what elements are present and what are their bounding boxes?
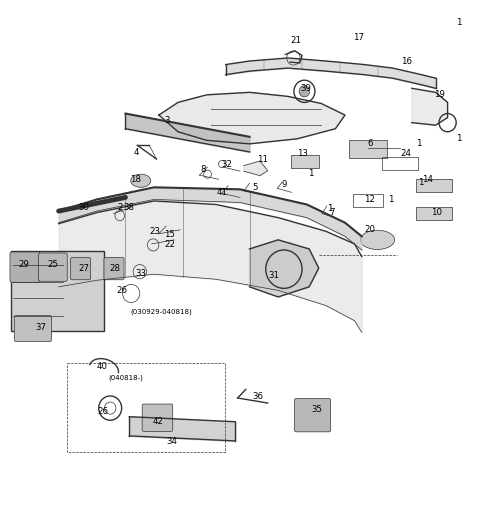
FancyBboxPatch shape	[104, 258, 124, 280]
FancyBboxPatch shape	[416, 207, 452, 219]
Text: 36: 36	[252, 392, 264, 401]
FancyBboxPatch shape	[10, 252, 40, 282]
Text: 11: 11	[257, 154, 268, 164]
Text: 7: 7	[329, 208, 335, 217]
Polygon shape	[250, 240, 319, 297]
Text: 37: 37	[35, 323, 46, 332]
Text: 26: 26	[97, 407, 108, 416]
Text: 1: 1	[308, 169, 313, 178]
Text: 23: 23	[150, 227, 160, 236]
Text: 16: 16	[401, 56, 411, 66]
Ellipse shape	[360, 230, 395, 249]
Text: 1: 1	[387, 195, 393, 204]
FancyBboxPatch shape	[71, 258, 91, 280]
Text: 42: 42	[153, 417, 163, 426]
FancyBboxPatch shape	[38, 253, 67, 281]
Text: 38: 38	[124, 203, 135, 212]
FancyBboxPatch shape	[416, 179, 452, 192]
Text: (040818-): (040818-)	[109, 374, 144, 381]
Text: 1: 1	[418, 178, 423, 187]
Text: 26: 26	[116, 286, 127, 295]
Text: 31: 31	[269, 271, 280, 280]
Text: 33: 33	[135, 269, 146, 278]
Text: 6: 6	[367, 139, 372, 148]
Text: 10: 10	[431, 208, 442, 217]
Text: 21: 21	[291, 36, 302, 45]
Text: 24: 24	[401, 149, 411, 158]
Text: 13: 13	[298, 149, 309, 158]
Text: 34: 34	[167, 437, 178, 447]
Text: 1: 1	[416, 139, 422, 148]
Polygon shape	[11, 251, 104, 331]
FancyBboxPatch shape	[290, 155, 319, 168]
Ellipse shape	[131, 174, 151, 187]
Text: 32: 32	[221, 160, 232, 169]
Text: 8: 8	[200, 165, 205, 174]
Text: 1: 1	[456, 134, 461, 143]
Text: 25: 25	[48, 260, 59, 269]
Text: 12: 12	[364, 195, 375, 204]
Text: 28: 28	[109, 264, 120, 273]
Circle shape	[299, 86, 310, 97]
Text: 2: 2	[117, 203, 122, 212]
Text: 3: 3	[165, 116, 170, 124]
Polygon shape	[244, 161, 268, 176]
FancyBboxPatch shape	[14, 315, 51, 341]
Polygon shape	[412, 88, 447, 125]
Text: 30: 30	[78, 203, 89, 212]
Polygon shape	[159, 92, 345, 144]
FancyBboxPatch shape	[142, 404, 173, 431]
Text: 29: 29	[19, 260, 30, 269]
Text: 17: 17	[353, 33, 364, 42]
Text: 14: 14	[421, 175, 432, 184]
FancyBboxPatch shape	[349, 140, 386, 157]
Text: 1: 1	[456, 18, 461, 27]
Text: 9: 9	[281, 180, 287, 189]
Text: 35: 35	[312, 405, 323, 414]
Text: 20: 20	[364, 225, 375, 234]
Text: 5: 5	[252, 183, 258, 192]
FancyBboxPatch shape	[294, 398, 331, 432]
Text: 39: 39	[300, 84, 312, 93]
Text: (030929-040818): (030929-040818)	[130, 309, 192, 315]
Text: 22: 22	[164, 240, 175, 249]
Text: 15: 15	[164, 230, 175, 239]
Text: 27: 27	[78, 264, 89, 273]
Text: 1: 1	[327, 204, 333, 213]
Text: 41: 41	[216, 188, 228, 197]
Text: 4: 4	[133, 148, 139, 157]
Text: 19: 19	[434, 90, 445, 100]
Text: 18: 18	[131, 175, 142, 184]
Text: 40: 40	[97, 362, 108, 371]
